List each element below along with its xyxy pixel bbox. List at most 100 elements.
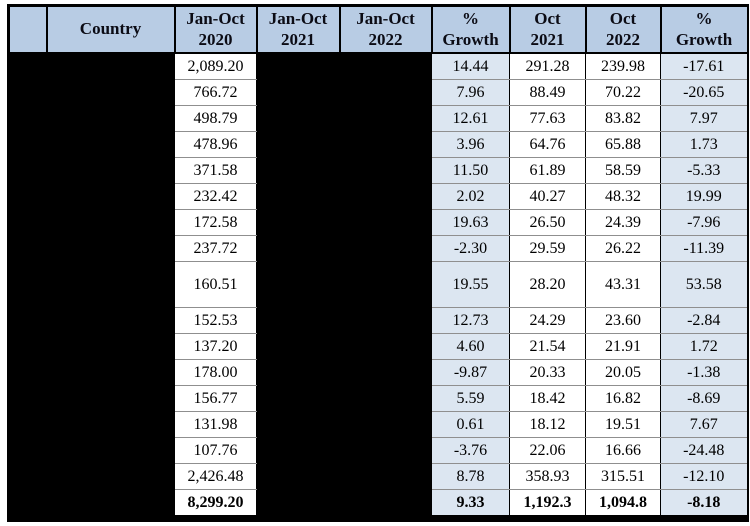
cell-pct-growth-oct: -20.65 [660, 79, 748, 106]
cell-oct-2021: 24.29 [509, 307, 586, 334]
cell-jan-oct-2020: 137.20 [174, 333, 257, 360]
redacted-country-cell [8, 105, 175, 132]
cell-pct-growth-oct: -17.61 [660, 52, 748, 80]
redacted-country-cell [8, 157, 175, 184]
cell-jan-oct-2020: 478.96 [174, 131, 257, 158]
cell-pct-growth-oct: -12.10 [660, 463, 748, 490]
cell-oct-2021: 22.06 [509, 437, 586, 464]
table-row: 766.72 7.96 88.49 70.22 -20.65 [8, 79, 748, 106]
redacted-2021-2022-cell [256, 437, 432, 464]
redacted-country-cell [8, 385, 175, 412]
table-row: 131.98 0.61 18.12 19.51 7.67 [8, 411, 748, 438]
cell-pct-growth-jan-oct: 9.33 [431, 489, 510, 519]
cell-oct-2021: 1,192.3 [509, 489, 586, 519]
country-trade-data-table: Country Jan-Oct 2020 Jan-Oct 2021 Jan-Oct 2… [7, 4, 749, 522]
cell-jan-oct-2020: 498.79 [174, 105, 257, 132]
table-row: 160.51 19.55 28.20 43.31 53.58 [8, 261, 748, 308]
redacted-2021-2022-cell [256, 463, 432, 490]
cell-jan-oct-2020: 2,426.48 [174, 463, 257, 490]
redacted-2021-2022-cell [256, 157, 432, 184]
redacted-2021-2022-cell [256, 333, 432, 360]
cell-jan-oct-2020: 371.58 [174, 157, 257, 184]
cell-pct-growth-jan-oct: 19.55 [431, 261, 510, 308]
table-row: 178.00 -9.87 20.33 20.05 -1.38 [8, 359, 748, 386]
cell-jan-oct-2020: 2,089.20 [174, 52, 257, 80]
cell-pct-growth-oct: 1.73 [660, 131, 748, 158]
cell-oct-2021: 26.50 [509, 209, 586, 236]
redacted-2021-2022-cell [256, 411, 432, 438]
table-row: 137.20 4.60 21.54 21.91 1.72 [8, 333, 748, 360]
col-header-jan-oct-2021: Jan-Oct 2021 [255, 4, 341, 54]
table-row: 152.53 12.73 24.29 23.60 -2.84 [8, 307, 748, 334]
cell-pct-growth-oct: 19.99 [660, 183, 748, 210]
cell-oct-2022: 58.59 [585, 157, 661, 184]
cell-pct-growth-jan-oct: -3.76 [431, 437, 510, 464]
cell-oct-2022: 48.32 [585, 183, 661, 210]
cell-pct-growth-jan-oct: 7.96 [431, 79, 510, 106]
cell-pct-growth-oct: -7.96 [660, 209, 748, 236]
cell-oct-2021: 21.54 [509, 333, 586, 360]
redacted-country-cell [8, 261, 175, 308]
cell-pct-growth-jan-oct: -9.87 [431, 359, 510, 386]
redacted-2021-2022-cell [256, 235, 432, 262]
redacted-2021-2022-cell [256, 183, 432, 210]
cell-pct-growth-oct: 7.97 [660, 105, 748, 132]
cell-jan-oct-2020: 237.72 [174, 235, 257, 262]
redacted-2021-2022-cell [256, 307, 432, 334]
cell-pct-growth-jan-oct: 0.61 [431, 411, 510, 438]
cell-pct-growth-oct: -8.69 [660, 385, 748, 412]
cell-jan-oct-2020: 178.00 [174, 359, 257, 386]
col-header-oct-2022: Oct 2022 [584, 4, 662, 54]
col-header-country: Country [45, 4, 176, 54]
redacted-2021-2022-cell [256, 489, 432, 519]
cell-oct-2021: 358.93 [509, 463, 586, 490]
cell-oct-2022: 43.31 [585, 261, 661, 308]
redacted-country-cell [8, 131, 175, 158]
col-header-jan-oct-2020: Jan-Oct 2020 [173, 4, 258, 54]
cell-jan-oct-2020: 107.76 [174, 437, 257, 464]
table-row: 107.76 -3.76 22.06 16.66 -24.48 [8, 437, 748, 464]
redacted-country-cell [8, 333, 175, 360]
cell-pct-growth-jan-oct: 3.96 [431, 131, 510, 158]
cell-oct-2021: 77.63 [509, 105, 586, 132]
cell-jan-oct-2020: 8,299.20 [174, 489, 257, 519]
cell-oct-2022: 16.66 [585, 437, 661, 464]
table-row: 237.72 -2.30 29.59 26.22 -11.39 [8, 235, 748, 262]
cell-jan-oct-2020: 156.77 [174, 385, 257, 412]
cell-jan-oct-2020: 152.53 [174, 307, 257, 334]
cell-pct-growth-oct: 53.58 [660, 261, 748, 308]
cell-pct-growth-oct: 7.67 [660, 411, 748, 438]
redacted-country-cell [8, 79, 175, 106]
cell-oct-2021: 28.20 [509, 261, 586, 308]
table-row: 156.77 5.59 18.42 16.82 -8.69 [8, 385, 748, 412]
redacted-2021-2022-cell [256, 79, 432, 106]
cell-jan-oct-2020: 172.58 [174, 209, 257, 236]
redacted-country-cell [8, 437, 175, 464]
cell-pct-growth-jan-oct: 19.63 [431, 209, 510, 236]
redacted-country-cell [8, 463, 175, 490]
cell-jan-oct-2020: 160.51 [174, 261, 257, 308]
cell-jan-oct-2020: 766.72 [174, 79, 257, 106]
col-header-jan-oct-2022: Jan-Oct 2022 [338, 4, 433, 54]
cell-pct-growth-jan-oct: 12.73 [431, 307, 510, 334]
cell-oct-2022: 315.51 [585, 463, 661, 490]
col-header-pct-growth-jan-oct: % Growth [430, 4, 511, 54]
table-row: 498.79 12.61 77.63 83.82 7.97 [8, 105, 748, 132]
cell-pct-growth-jan-oct: 4.60 [431, 333, 510, 360]
header-row: Country Jan-Oct 2020 Jan-Oct 2021 Jan-Oct 2… [7, 4, 749, 54]
redacted-country-cell [8, 411, 175, 438]
cell-pct-growth-jan-oct: 11.50 [431, 157, 510, 184]
cell-oct-2022: 1,094.8 [585, 489, 661, 519]
cell-oct-2022: 239.98 [585, 52, 661, 80]
col-header-blank [7, 4, 48, 54]
table-row: 172.58 19.63 26.50 24.39 -7.96 [8, 209, 748, 236]
redacted-2021-2022-cell [256, 131, 432, 158]
cell-pct-growth-oct: -8.18 [660, 489, 748, 519]
cell-oct-2021: 40.27 [509, 183, 586, 210]
table-row: 371.58 11.50 61.89 58.59 -5.33 [8, 157, 748, 184]
table-row: 2,426.48 8.78 358.93 315.51 -12.10 [8, 463, 748, 490]
cell-oct-2021: 291.28 [509, 52, 586, 80]
cell-oct-2022: 70.22 [585, 79, 661, 106]
cell-oct-2021: 29.59 [509, 235, 586, 262]
